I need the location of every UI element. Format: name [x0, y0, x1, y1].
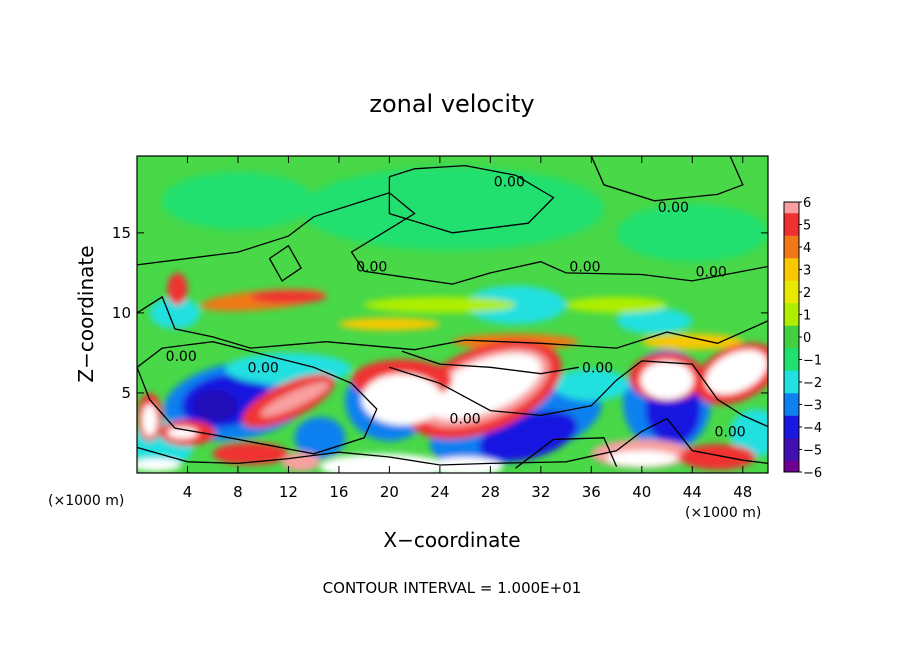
colorbar-tick-label: −1 [803, 354, 822, 369]
colorbar-swatch [784, 460, 799, 473]
colorbar-tick-label: −5 [803, 444, 822, 459]
heat-blob [260, 381, 330, 417]
heat-blob [212, 442, 289, 465]
heat-blob [361, 373, 443, 425]
colorbar-tick-label: −4 [803, 421, 822, 436]
colorbar-tick-label: 5 [803, 219, 811, 234]
colorbar: 6 5 4 3 2 1 0 −1 −2 −3 −4 −5 −6 [783, 196, 822, 481]
x-tick-label: 44 [683, 483, 702, 501]
colorbar-tick-label: 2 [803, 286, 811, 301]
colorbar-swatch [784, 213, 799, 237]
zero-contour-line [388, 164, 555, 234]
heat-blob [320, 453, 447, 473]
colorbar-tick-label: 0 [803, 331, 811, 346]
contour-label: 0.00 [356, 259, 387, 275]
contour-label: 0.00 [166, 349, 197, 365]
x-tick-label: 20 [380, 483, 399, 501]
heat-blob [192, 389, 238, 422]
heat-blob [162, 172, 314, 230]
heat-blob [137, 458, 182, 472]
zero-contour-line [401, 350, 579, 375]
x-tick-label: 8 [233, 483, 243, 501]
heat-blob [616, 204, 768, 262]
colorbar-swatch [784, 303, 799, 327]
y-tick-label: 15 [112, 224, 131, 242]
colorbar-swatch [784, 348, 799, 372]
footer-contour-interval: CONTOUR INTERVAL = 1.000E+01 [323, 579, 582, 597]
colorbar-swatch [784, 415, 799, 439]
heat-blob [553, 368, 630, 401]
heat-blob [606, 450, 678, 467]
zero-contour-line [137, 192, 768, 285]
colorbar-swatch [784, 280, 799, 304]
y-tick-label: 5 [121, 384, 131, 402]
zero-contour-line [137, 295, 768, 351]
contour-label: 0.00 [582, 360, 613, 376]
x-tick-label: 28 [481, 483, 500, 501]
x-tick-label: 12 [279, 483, 298, 501]
colorbar-swatch [784, 393, 799, 417]
heat-blob [301, 167, 604, 251]
contour-label: 0.00 [658, 200, 689, 216]
contour-label: 0.00 [715, 424, 746, 440]
colorbar-swatch [784, 325, 799, 349]
x-tick-label: 16 [329, 483, 348, 501]
y-axis-label: Z−coordinate [74, 245, 98, 382]
zero-contour-line [590, 156, 744, 202]
colorbar-tick-label: 3 [803, 264, 811, 279]
contour-label: 0.00 [248, 360, 279, 376]
x-axis-label: X−coordinate [383, 528, 520, 552]
heat-blob [250, 290, 327, 304]
contour-label: 0.00 [569, 259, 600, 275]
colorbar-swatch [784, 438, 799, 462]
heat-blob [679, 444, 756, 470]
heat-blob [167, 272, 188, 305]
heatmap-field [137, 156, 768, 473]
zero-contour-line [137, 341, 378, 455]
plot-frame [136, 155, 769, 474]
heat-blob [142, 404, 158, 437]
heat-blob [364, 296, 516, 313]
x-tick-label: 48 [733, 483, 752, 501]
heat-blob [338, 317, 440, 331]
heat-blob [427, 456, 503, 473]
colorbar-tick-label: 6 [803, 196, 811, 211]
zero-contour-line [515, 437, 618, 469]
x-tick-label: 24 [430, 483, 449, 501]
x-tick-label: 40 [632, 483, 651, 501]
x-tick-label: 4 [183, 483, 193, 501]
contour-label: 0.00 [450, 412, 481, 428]
x-unit-right: (×1000 m) [685, 505, 761, 521]
heat-blob [641, 333, 743, 350]
y-tick-label: 10 [112, 304, 131, 322]
colorbar-tick-label: −2 [803, 376, 822, 391]
heat-blob [640, 360, 694, 400]
chart-title: zonal velocity [369, 90, 534, 118]
colorbar-swatch [784, 258, 799, 282]
colorbar-tick-label: −6 [803, 466, 822, 481]
contour-label: 0.00 [494, 175, 525, 191]
heat-blob [149, 296, 201, 329]
colorbar-swatch [784, 370, 799, 394]
x-tick-label: 36 [582, 483, 601, 501]
colorbar-tick-label: 1 [803, 309, 811, 324]
colorbar-swatch [784, 202, 799, 214]
heat-blob [282, 452, 320, 472]
zero-contour-line [137, 417, 768, 466]
zero-contour-line [389, 360, 768, 428]
heat-blob [616, 308, 693, 334]
zero-contour-line [268, 244, 302, 282]
x-unit-left: (×1000 m) [48, 493, 124, 509]
colorbar-swatch [784, 235, 799, 259]
colorbar-tick-label: −3 [803, 399, 822, 414]
x-tick-label: 32 [531, 483, 550, 501]
heat-blob [705, 349, 768, 395]
heat-blob [730, 408, 768, 457]
contour-label: 0.00 [696, 264, 727, 280]
colorbar-tick-label: 4 [803, 241, 811, 256]
heat-blob [566, 296, 668, 313]
